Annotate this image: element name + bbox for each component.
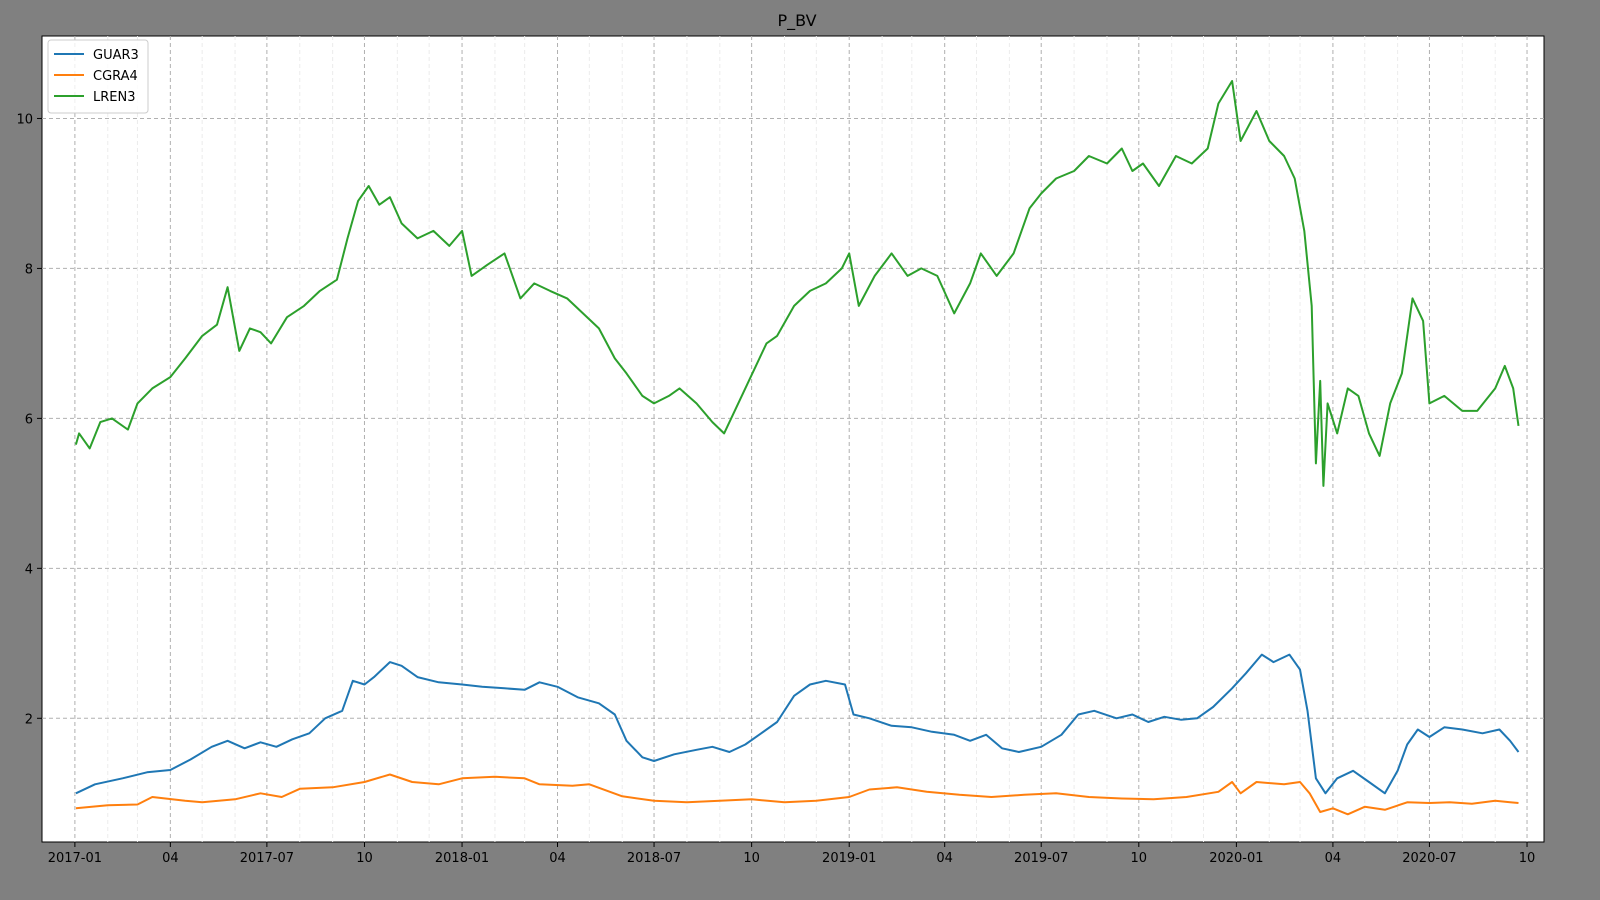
series-line-cgra4 xyxy=(75,773,1519,816)
minor-grid xyxy=(107,36,1496,842)
major-grid xyxy=(42,36,1544,842)
legend-label: LREN3 xyxy=(93,90,136,105)
x-tick-label: 04 xyxy=(162,851,179,866)
x-tick-label: 2020-07 xyxy=(1402,851,1456,866)
y-tick-label: 6 xyxy=(25,412,33,427)
series-layer xyxy=(74,80,1520,816)
x-tick-label: 2018-07 xyxy=(627,851,681,866)
x-axis: 2017-01 04 2017-07 10 2018-01 04 2018-07 10 2019… xyxy=(48,842,1536,866)
x-tick-label: 2019-01 xyxy=(822,851,876,866)
legend-frame xyxy=(47,39,149,114)
legend: GUAR3 CGRA4 LREN3 xyxy=(47,39,149,114)
x-tick-label: 10 xyxy=(1131,851,1148,866)
y-axis: 2 4 6 8 10 xyxy=(16,112,42,727)
x-tick-label: 04 xyxy=(936,851,953,866)
series-line-lren3 xyxy=(74,80,1520,487)
x-tick-label: 04 xyxy=(549,851,566,866)
x-tick-label: 2018-01 xyxy=(435,851,489,866)
x-tick-label: 2019-07 xyxy=(1014,851,1068,866)
series-line-guar3 xyxy=(75,653,1520,795)
y-tick-label: 8 xyxy=(25,262,33,277)
plot-area xyxy=(41,35,1545,843)
y-tick-label: 4 xyxy=(25,562,33,577)
legend-label: CGRA4 xyxy=(93,69,138,84)
x-tick-label: 10 xyxy=(743,851,760,866)
y-tick-label: 2 xyxy=(25,712,33,727)
x-tick-label: 2020-01 xyxy=(1209,851,1263,866)
x-tick-label: 04 xyxy=(1325,851,1342,866)
x-tick-label: 2017-07 xyxy=(240,851,294,866)
y-tick-label: 10 xyxy=(16,112,33,127)
x-tick-label: 10 xyxy=(1519,851,1536,866)
legend-label: GUAR3 xyxy=(93,48,139,63)
chart-title: P_BV xyxy=(777,11,816,31)
x-tick-label: 2017-01 xyxy=(48,851,102,866)
x-tick-label: 10 xyxy=(356,851,373,866)
